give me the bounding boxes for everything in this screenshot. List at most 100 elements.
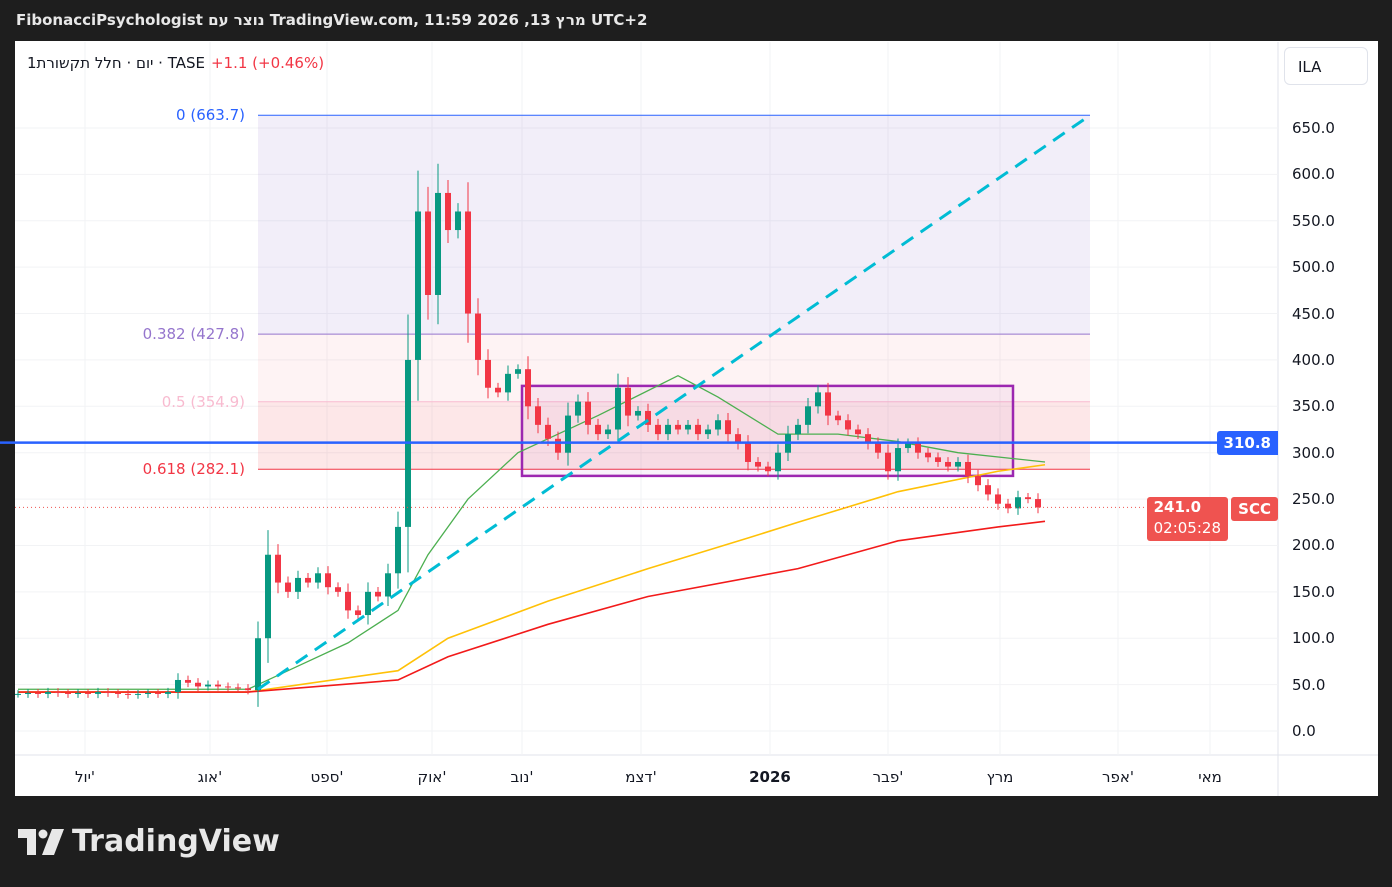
currency-button[interactable]: ILA (1284, 47, 1368, 85)
candle-body (775, 452, 781, 472)
y-tick-label: 450.0 (1292, 304, 1335, 323)
fib-zone-0382-05 (258, 334, 1090, 402)
candle (495, 382, 501, 398)
candle-body (815, 392, 821, 407)
candle (355, 605, 361, 620)
candle-body (765, 466, 771, 472)
candle (695, 418, 701, 441)
candle-body (735, 434, 741, 444)
last-price-badge: 241.0 02:05:28 (1146, 497, 1228, 541)
candle (735, 428, 741, 450)
candle (615, 373, 621, 444)
candle-body (395, 526, 401, 574)
candle (445, 179, 451, 244)
candle (305, 573, 311, 588)
candle (745, 435, 751, 471)
candle (75, 689, 81, 698)
candle (485, 349, 491, 399)
candle-body (425, 211, 431, 295)
candle-body (365, 591, 371, 616)
fib-level-label: 0.382 (427.8) (142, 325, 245, 344)
candle (955, 457, 961, 472)
candle-body (85, 692, 91, 694)
candle (1005, 498, 1011, 514)
candle (285, 576, 291, 598)
fib-level-label: 0.5 (354.9) (161, 392, 245, 411)
candle-body (975, 475, 981, 486)
chart-header-title: FibonacciPsychologist נוצר עם TradingVie… (16, 11, 648, 29)
candle (325, 566, 331, 595)
x-tick-label: מאי (1198, 768, 1222, 786)
symbol-legend[interactable]: 1יום · חלל תקשורת · TASE +1.1 (+0.46%) (27, 54, 324, 72)
x-tick-label: נוב' (510, 768, 534, 786)
candle-body (95, 692, 101, 694)
candle-body (155, 692, 161, 694)
candle-body (245, 688, 251, 691)
candle (645, 403, 651, 433)
x-tick-label: ספט' (310, 768, 344, 786)
y-tick-label: 350.0 (1292, 397, 1335, 416)
price-change: +1.1 (+0.46%) (210, 54, 325, 72)
candle-body (315, 573, 321, 583)
candle (185, 675, 191, 688)
tradingview-logo[interactable]: TradingView (18, 824, 280, 859)
candle-body (225, 686, 231, 688)
candle (125, 689, 131, 699)
candle (775, 444, 781, 480)
candle-body (705, 429, 711, 435)
candle (1015, 490, 1021, 515)
candle (225, 682, 231, 692)
candle (415, 170, 421, 401)
candle-body (895, 448, 901, 472)
candle (835, 410, 841, 426)
candle (465, 182, 471, 343)
candle (895, 438, 901, 481)
candle-body (715, 420, 721, 430)
candle-body (985, 485, 991, 495)
fib-level-label: 0 (663.7) (176, 106, 245, 125)
x-tick-label: יול' (74, 768, 96, 786)
fib-level-label: 0.618 (282.1) (142, 460, 245, 479)
candle-body (655, 424, 661, 435)
candle-body (625, 387, 631, 416)
candle (665, 418, 671, 441)
candle-body (875, 443, 881, 453)
candle-body (145, 692, 151, 694)
candle-body (135, 693, 141, 695)
candle-body (105, 692, 111, 694)
moving-average-slow (18, 520, 1046, 693)
candle-body (845, 420, 851, 430)
candle-body (325, 573, 331, 588)
candle (845, 414, 851, 436)
candle-body (665, 424, 671, 435)
candle (275, 544, 281, 594)
y-tick-label: 50.0 (1292, 675, 1326, 694)
moving-average-mid (18, 463, 1046, 693)
candle-body (575, 401, 581, 416)
candle-body (745, 443, 751, 462)
candle-body (115, 692, 121, 694)
candle-body (375, 591, 381, 597)
candle (555, 431, 561, 460)
candle (45, 687, 51, 699)
x-tick-label: מרץ (986, 768, 1014, 786)
candle (435, 163, 441, 325)
candle-body (805, 406, 811, 425)
candle-body (355, 610, 361, 616)
candle-body (755, 461, 761, 467)
candle-body (585, 401, 591, 425)
candle (945, 457, 951, 472)
candle (245, 684, 251, 695)
candle-body (495, 387, 501, 393)
candle-body (905, 443, 911, 449)
chart-frame[interactable] (15, 41, 1378, 796)
hline-price-badge: 310.8 (1216, 431, 1278, 455)
candle-body (215, 684, 221, 687)
candle-body (125, 693, 131, 695)
candle-body (695, 424, 701, 435)
candle-body (645, 410, 651, 425)
brand-name: TradingView (72, 824, 280, 859)
candle-body (795, 424, 801, 435)
candle-body (35, 692, 41, 694)
